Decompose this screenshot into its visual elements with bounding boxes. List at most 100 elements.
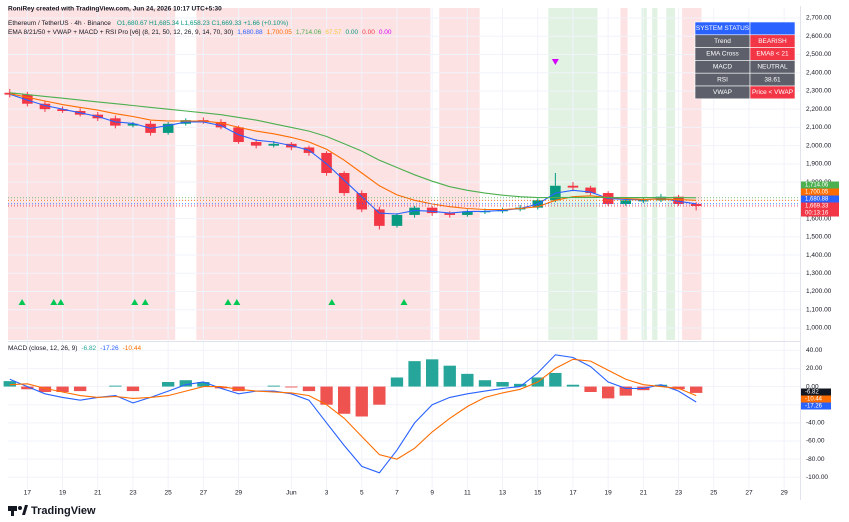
candle-body [444,213,456,215]
macd-histogram-bar [408,361,421,387]
symbol-line: Ethereum / TetherUS · 4h · Binance O1,680… [8,20,288,27]
y-tick-label: 1,900.00 [806,161,832,168]
macd-histogram-bar [514,383,527,387]
y-tick-label: 2,100.00 [806,124,832,131]
macd-histogram-bar [56,386,69,392]
price-label-box [801,188,839,196]
macd-histogram-bar [619,386,632,396]
macd-histogram-bar [602,386,615,399]
signal-zone [196,8,431,340]
table-value: 38.61 [764,76,781,83]
table-label: RSI [717,76,728,83]
signal-zone [439,8,480,340]
macd-histogram-bar [373,386,386,405]
candle-body [638,200,649,202]
signal-zone [620,8,628,340]
x-tick-label: 21 [640,490,648,497]
y-tick-label: 0.00 [806,383,819,390]
y-tick-label: 2,000.00 [806,142,832,149]
indicator-value: 0.00 [362,29,375,36]
macd-histogram-bar [74,386,87,392]
macd-label-box [801,388,831,396]
ohlc: O1,680.67 H1,685.34 L1,658.23 C1,669.33 … [117,20,288,27]
buy-signal [328,299,336,305]
signal-zone [652,8,658,340]
macd-label: -17.26 [805,404,823,410]
buy-signal [233,299,241,305]
macd-label-box [801,402,831,410]
indicator-value: 1,700.05 [267,29,293,36]
candle-body [338,172,350,194]
candle-body [462,211,473,215]
macd-label: -6.82 [805,390,819,396]
countdown: 00:13:16 [805,211,829,217]
price-label: 1,700.05 [805,190,829,196]
table-label: VWAP [713,89,732,96]
buy-signal [400,299,408,305]
x-tick-label: 29 [235,490,243,497]
y-tick-label: 1,000.00 [806,325,832,332]
macd-histogram-bar [584,386,597,392]
buy-signal [18,299,26,305]
y-tick-label: 2,700.00 [806,15,832,22]
y-tick-label: -60.00 [806,438,825,445]
table-value: Price < VWAP [752,89,793,96]
price-label: 1,669.33 [805,204,829,210]
logo-stem [11,510,14,516]
table-label: Trend [714,38,731,45]
macd-title-value: -17.26 [100,345,119,352]
buy-signal [57,299,65,305]
table-value: BEARISH [758,38,787,45]
signal-zone [666,8,676,340]
macd-histogram-bar [461,373,474,387]
y-tick-label: 20.00 [806,365,823,372]
macd-histogram-bar [566,384,580,387]
y-tick-label: 2,300.00 [806,88,832,95]
indicator-value: 1,680.88 [237,29,263,36]
macd-histogram-bar [355,386,368,417]
table-value-cell [749,85,796,100]
table-label: EMA Cross [706,51,739,58]
table-value: EMA8 < 21 [756,51,789,58]
macd-label-box [801,395,831,403]
y-tick-label: 2,200.00 [806,106,832,113]
y-tick-label: 2,600.00 [806,33,832,40]
logo-bar [8,506,17,511]
macd-histogram-bar [426,359,439,387]
candle-body [268,143,280,146]
macd-line [9,358,697,460]
y-tick-label: -80.00 [806,456,825,463]
candle-body [567,185,579,188]
macd-title-value: -6.82 [81,345,96,352]
candle-body [162,123,174,133]
x-tick-label: 25 [710,490,718,497]
x-tick-label: 25 [165,490,173,497]
candle-body [250,142,262,146]
candle-body [673,196,684,204]
macd-histogram-bar [38,386,52,392]
candle-body [4,92,16,95]
x-tick-label: Jun [286,490,297,497]
x-tick-label: 27 [745,490,753,497]
table-title: SYSTEM STATUS [696,25,750,32]
x-tick-label: 27 [200,490,208,497]
x-tick-label: 15 [534,490,542,497]
x-tick-label: 3 [325,490,329,497]
macd-histogram-bar [109,385,122,387]
logo-dot [18,506,22,510]
x-tick-label: 19 [59,490,67,497]
y-tick-label: 2,500.00 [806,51,832,58]
y-tick-label: -100.00 [806,474,828,481]
candle-body [585,187,596,194]
brand-logo [8,505,28,516]
macd-histogram-bar [443,365,456,387]
y-tick-label: 1,600.00 [806,215,832,222]
indicator-value: 67.57 [325,29,342,36]
y-tick-label: 1,500.00 [806,234,832,241]
x-tick-label: 5 [360,490,364,497]
candle-body [22,94,33,104]
indicator-line: EMA 8/21/50 + VWAP + MACD + RSI Pro [v6]… [8,29,392,36]
macd-histogram-bar [390,377,404,387]
price-label-box [801,195,839,203]
macd-title: MACD (close, 12, 26, 9) [8,345,77,352]
